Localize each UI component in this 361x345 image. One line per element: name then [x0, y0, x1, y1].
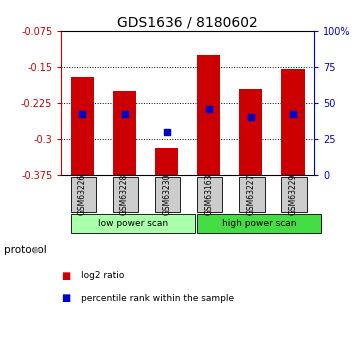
- Text: GSM63226: GSM63226: [78, 174, 87, 215]
- Bar: [71, 77, 94, 175]
- Point: [164, 129, 170, 135]
- Text: ■: ■: [61, 271, 71, 281]
- Bar: [239, 177, 265, 212]
- Text: GSM63227: GSM63227: [247, 174, 255, 215]
- Point: [79, 112, 85, 117]
- Bar: [155, 177, 180, 212]
- Bar: [239, 89, 262, 175]
- Bar: [113, 177, 138, 212]
- Text: protocol: protocol: [4, 245, 46, 255]
- Bar: [197, 55, 220, 175]
- Bar: [71, 214, 195, 234]
- Bar: [282, 69, 305, 175]
- Bar: [71, 177, 96, 212]
- Text: ■: ■: [61, 294, 71, 303]
- Point: [290, 112, 296, 117]
- Text: high power scan: high power scan: [222, 219, 297, 228]
- Text: GSM63229: GSM63229: [288, 174, 297, 215]
- Text: GSM63228: GSM63228: [120, 174, 129, 215]
- Bar: [197, 214, 321, 234]
- Text: GSM63230: GSM63230: [162, 174, 171, 215]
- Text: log2 ratio: log2 ratio: [81, 272, 125, 280]
- Point: [122, 112, 127, 117]
- Text: GSM63163: GSM63163: [204, 174, 213, 215]
- Text: percentile rank within the sample: percentile rank within the sample: [81, 294, 234, 303]
- Text: ▶: ▶: [34, 245, 42, 255]
- Bar: [155, 148, 178, 175]
- Bar: [197, 177, 222, 212]
- Title: GDS1636 / 8180602: GDS1636 / 8180602: [117, 16, 258, 30]
- Point: [206, 106, 212, 111]
- Text: low power scan: low power scan: [98, 219, 168, 228]
- Bar: [113, 91, 136, 175]
- Bar: [282, 177, 307, 212]
- Point: [248, 115, 254, 120]
